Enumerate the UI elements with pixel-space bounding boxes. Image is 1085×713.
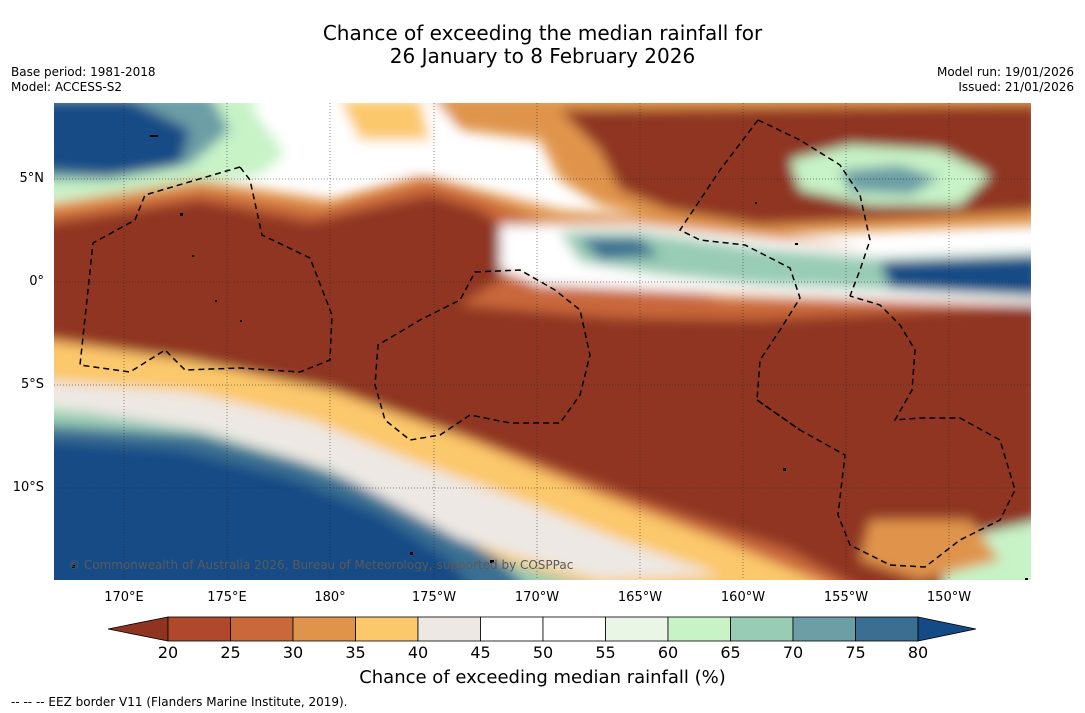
lon-label-180: 180° xyxy=(314,590,346,605)
lat-label-5s: 5°S xyxy=(20,377,44,392)
colorbar-tick-label: 50 xyxy=(532,643,554,662)
colorbar-tick-label: 70 xyxy=(782,643,804,662)
colorbar-segment xyxy=(230,616,294,642)
eez-legend-note: -- -- -- EEZ border V11 (Flanders Marine… xyxy=(11,695,348,709)
dry-region-core xyxy=(54,195,1031,580)
base-period: Base period: 1981-2018 xyxy=(11,65,156,79)
colorbar-extend-low xyxy=(107,616,169,642)
northwest-wet-center xyxy=(54,103,190,175)
colorbar-tick-label: 20 xyxy=(157,643,179,662)
colorbar-tick-label: 35 xyxy=(345,643,366,662)
colorbar-segment xyxy=(292,616,356,642)
lon-label-175e: 175°E xyxy=(207,590,247,605)
equatorial-wet-core xyxy=(880,256,1031,296)
colorbar-segment xyxy=(167,616,231,642)
map-plot-area xyxy=(54,103,1031,580)
issued-date: Issued: 21/01/2026 xyxy=(958,80,1074,94)
eez-border-west xyxy=(79,166,333,373)
lon-label-160w: 160°W xyxy=(720,590,766,605)
eez-border-line-north xyxy=(678,119,1016,568)
north-yellow-band xyxy=(341,103,430,140)
colorbar-segment xyxy=(667,616,731,642)
colorbar-segment xyxy=(417,616,481,642)
colorbar-segment xyxy=(792,616,856,642)
northeast-wet-core xyxy=(840,165,940,195)
model-run-date: Model run: 19/01/2026 xyxy=(936,65,1074,79)
colorbar-tick-label: 80 xyxy=(907,643,929,662)
model-name: Model: ACCESS-S2 xyxy=(11,80,123,94)
eez-border-central xyxy=(374,269,591,441)
lon-label-170e: 170°E xyxy=(104,590,144,605)
colorbar-segment xyxy=(605,616,669,642)
eez-border-east xyxy=(756,399,801,431)
colorbar-extend-high xyxy=(917,616,977,642)
colorbar-tick-label: 60 xyxy=(657,643,679,662)
lon-label-155w: 155°W xyxy=(823,590,869,605)
colorbar xyxy=(107,616,977,642)
lon-label-175w: 175°W xyxy=(411,590,457,605)
colorbar-segment xyxy=(855,616,919,642)
equatorial-wet-spot xyxy=(580,238,660,260)
colorbar-tick-label: 55 xyxy=(595,643,616,662)
lat-label-5n: 5°N xyxy=(19,171,45,186)
colorbar-tick-label: 75 xyxy=(845,643,866,662)
colorbar-segment xyxy=(542,616,606,642)
colorbar-tick-label: 40 xyxy=(407,643,429,662)
islands xyxy=(72,135,1028,580)
colorbar-segment xyxy=(730,616,794,642)
map-title-line2: 26 January to 8 February 2026 xyxy=(389,44,696,68)
southwest-yellow-band xyxy=(54,341,816,580)
lat-label-0: 0° xyxy=(29,274,44,289)
southwest-light-band xyxy=(54,381,720,580)
lon-label-150w: 150°W xyxy=(926,590,972,605)
lon-label-170w: 170°W xyxy=(514,590,560,605)
eez-borders xyxy=(79,119,1016,568)
colorbar-segment xyxy=(355,616,419,642)
colorbar-segment xyxy=(480,616,544,642)
copyright-notice: © Commonwealth of Australia 2026, Bureau… xyxy=(68,558,574,572)
colorbar-tick-label: 25 xyxy=(220,643,241,662)
lat-label-10s: 10°S xyxy=(12,480,44,495)
graticule xyxy=(54,103,1031,580)
lon-label-165w: 165°W xyxy=(617,590,663,605)
colorbar-tick-label: 65 xyxy=(720,643,741,662)
colorbar-tick-label: 30 xyxy=(282,643,304,662)
colorbar-label: Chance of exceeding median rainfall (%) xyxy=(359,667,726,688)
map-title-line1: Chance of exceeding the median rainfall … xyxy=(322,21,763,45)
colorbar-tick-label: 45 xyxy=(470,643,491,662)
southern-wet-core-3 xyxy=(54,441,465,580)
